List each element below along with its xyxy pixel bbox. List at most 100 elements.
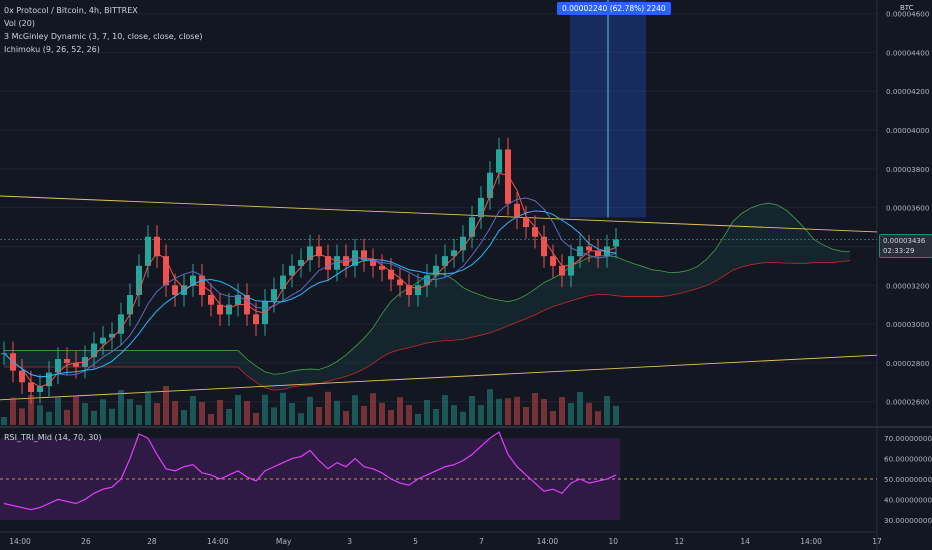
candle [100, 337, 106, 344]
candle [37, 386, 43, 393]
time-tick-label: 14:00 [207, 537, 229, 546]
rsi-tick-label: 30.00000000 [884, 516, 932, 525]
price-tick-label: 0.00002600 [886, 398, 930, 407]
chart-legend: 0x Protocol / Bitcoin, 4h, BITTREX Vol (… [4, 4, 203, 56]
volume-bar [10, 397, 16, 425]
candle [298, 260, 304, 266]
volume-bar [154, 403, 160, 425]
candle [559, 265, 565, 276]
volume-bar [514, 396, 520, 425]
time-tick-label: 14:00 [800, 537, 822, 546]
time-tick-label: 5 [413, 537, 418, 546]
mcginley-indicator-label[interactable]: 3 McGinley Dynamic (3, 7, 10, close, clo… [4, 32, 203, 41]
candle [532, 227, 538, 237]
candle [163, 256, 169, 286]
candle [91, 343, 97, 358]
volume-bar [334, 400, 340, 425]
candle [172, 285, 178, 295]
support-trendline [0, 354, 878, 401]
volume-bar [577, 392, 583, 425]
candle [271, 289, 277, 301]
price-tick-label: 0.00002800 [886, 359, 930, 368]
volume-bar [235, 395, 241, 425]
volume-bar [370, 393, 376, 425]
volume-bar [244, 401, 250, 425]
candle [118, 314, 124, 334]
volume-bar [253, 413, 259, 425]
candle [595, 250, 601, 257]
price-tick-label: 0.00004600 [886, 10, 930, 19]
volume-bar [532, 393, 538, 425]
volume-bar [595, 411, 601, 425]
volume-bar [73, 395, 79, 425]
volume-bar [523, 407, 529, 425]
volume-bar [262, 394, 268, 425]
time-tick-label: 10 [609, 537, 619, 546]
candle [496, 149, 502, 173]
candle [235, 294, 241, 305]
volume-bar [100, 399, 106, 425]
volume-bar [127, 399, 133, 425]
candle [487, 172, 493, 198]
volume-bar [568, 403, 574, 425]
volume-bar [496, 398, 502, 425]
candle-countdown: 02:33:29 [883, 247, 915, 255]
time-tick-label: May [276, 537, 292, 546]
candle [316, 246, 322, 257]
candle [442, 256, 448, 266]
volume-bar [280, 392, 286, 425]
candle [550, 256, 556, 266]
time-tick-label: 28 [147, 537, 157, 546]
time-tick-label: 14:00 [537, 537, 559, 546]
volume-bar [199, 402, 205, 425]
candle [46, 372, 52, 387]
volume-bar [442, 395, 448, 425]
cloud-span-b [4, 260, 851, 391]
candle [190, 275, 196, 286]
candle [343, 256, 349, 266]
volume-bar [379, 402, 385, 425]
volume-bar [343, 411, 349, 425]
rsi-indicator-label[interactable]: RSI_TRI_Mid (14, 70, 30) [4, 433, 102, 442]
candle [388, 269, 394, 280]
time-tick-label: 26 [81, 537, 91, 546]
measure-tool-label: 0.00002240 (62.78%) 2240 [557, 2, 671, 15]
volume-bar [415, 414, 421, 425]
candle [334, 256, 340, 270]
price-tick-label: 0.00003200 [886, 281, 930, 290]
candle [397, 279, 403, 286]
price-tick-label: 0.00003000 [886, 320, 930, 329]
volume-bar [91, 410, 97, 425]
volume-bar [208, 414, 214, 425]
candle [577, 246, 583, 257]
volume-bar [46, 411, 52, 425]
volume-bar [388, 410, 394, 425]
candle [109, 333, 115, 338]
volume-bar [316, 407, 322, 425]
candle [55, 359, 61, 373]
candle [208, 294, 214, 305]
volume-bar [145, 391, 151, 425]
volume-bar [172, 401, 178, 425]
candle [28, 382, 34, 393]
volume-indicator-label[interactable]: Vol (20) [4, 19, 35, 28]
mcginley-line [3, 210, 617, 378]
volume-bar [406, 405, 412, 425]
rsi-tick-label: 50.00000000 [884, 475, 932, 484]
volume-bar [28, 395, 34, 425]
candle [154, 236, 160, 257]
candle [19, 370, 25, 383]
volume-bar [433, 409, 439, 425]
symbol-title: 0x Protocol / Bitcoin, 4h, BITTREX [4, 6, 138, 15]
volume-bar [478, 405, 484, 425]
candle [73, 362, 79, 367]
volume-bar [586, 402, 592, 425]
volume-bar [19, 408, 25, 425]
volume-bar [298, 413, 304, 425]
volume-bar [82, 403, 88, 425]
volume-bar [487, 389, 493, 425]
mcginley-line [3, 172, 617, 388]
volume-bar [190, 396, 196, 425]
ichimoku-indicator-label[interactable]: Ichimoku (9, 26, 52, 26) [4, 45, 100, 54]
